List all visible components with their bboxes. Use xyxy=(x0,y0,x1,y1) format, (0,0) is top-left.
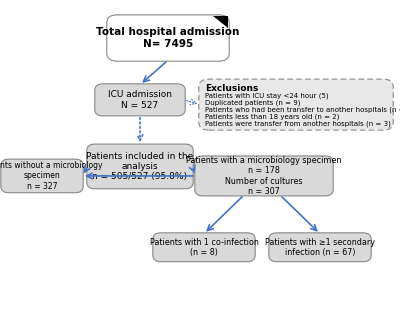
Text: Patients included in the
analysis
n = 505/527 (95.8%): Patients included in the analysis n = 50… xyxy=(86,152,194,181)
Text: Patients with a microbiology specimen
n = 178
Number of cultures
n = 307: Patients with a microbiology specimen n … xyxy=(186,156,342,196)
Text: Patients who had been transfer to another hospitals (n = 3): Patients who had been transfer to anothe… xyxy=(205,107,400,113)
FancyBboxPatch shape xyxy=(95,84,185,116)
Text: Duplicated patients (n = 9): Duplicated patients (n = 9) xyxy=(205,100,300,106)
Text: Exclusions: Exclusions xyxy=(205,84,258,93)
Text: ICU admission
N = 527: ICU admission N = 527 xyxy=(108,90,172,110)
FancyBboxPatch shape xyxy=(153,233,255,262)
FancyBboxPatch shape xyxy=(107,15,229,61)
Text: Patients with ICU stay <24 hour (5): Patients with ICU stay <24 hour (5) xyxy=(205,93,328,99)
Text: Total hospital admission
N= 7495: Total hospital admission N= 7495 xyxy=(96,27,240,49)
FancyBboxPatch shape xyxy=(1,159,83,193)
Text: Patients without a microbiology
specimen
n = 327: Patients without a microbiology specimen… xyxy=(0,161,103,191)
Text: Patients with ≥1 secondary
infection (n = 67): Patients with ≥1 secondary infection (n … xyxy=(265,237,375,257)
Text: Patients with 1 co-infection
(n = 8): Patients with 1 co-infection (n = 8) xyxy=(150,237,258,257)
Text: Patients were transfer from another hospitals (n = 3): Patients were transfer from another hosp… xyxy=(205,120,391,127)
FancyBboxPatch shape xyxy=(269,233,371,262)
FancyBboxPatch shape xyxy=(199,79,393,130)
Polygon shape xyxy=(213,16,228,28)
FancyBboxPatch shape xyxy=(195,156,333,196)
Text: Patients less than 18 years old (n = 2): Patients less than 18 years old (n = 2) xyxy=(205,113,339,120)
FancyBboxPatch shape xyxy=(87,144,193,189)
